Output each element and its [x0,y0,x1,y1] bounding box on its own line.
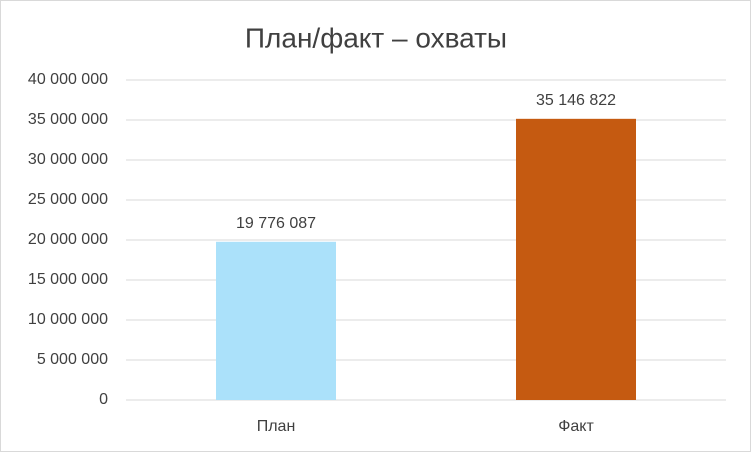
bar [516,118,636,400]
y-tick-label: 40 000 000 [28,71,108,88]
y-tick-label: 30 000 000 [28,151,108,168]
y-tick-label: 0 [99,391,108,408]
y-tick-label: 5 000 000 [37,351,108,368]
y-tick-label: 15 000 000 [28,271,108,288]
y-tick-label: 25 000 000 [28,191,108,208]
x-tick-label: Факт [558,418,594,435]
y-tick-label: 10 000 000 [28,311,108,328]
bar [216,241,336,400]
x-tick-label: План [257,418,296,435]
y-tick-label: 35 000 000 [28,111,108,128]
data-label: 19 776 087 [236,215,316,232]
data-label: 35 146 822 [536,92,616,109]
chart-title: План/факт – охваты [245,22,507,53]
y-tick-label: 20 000 000 [28,231,108,248]
